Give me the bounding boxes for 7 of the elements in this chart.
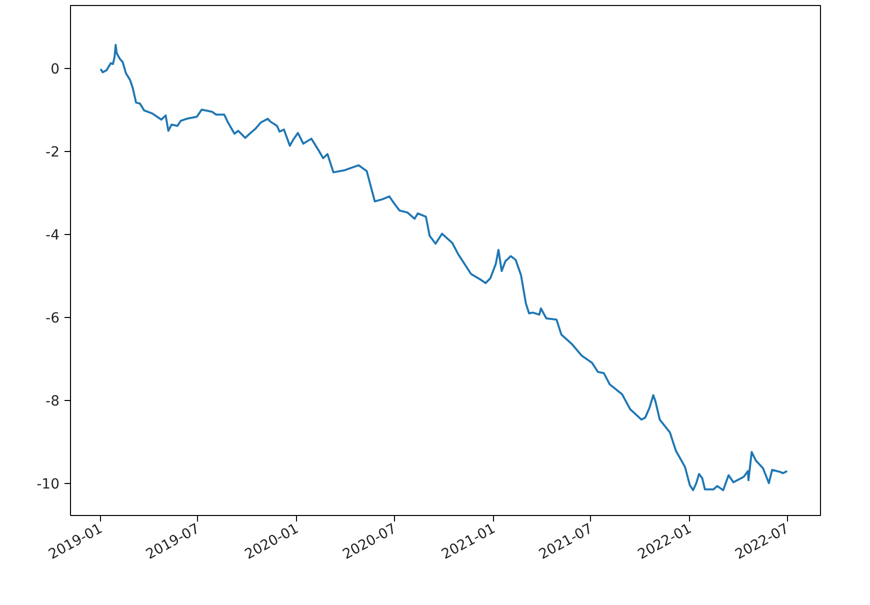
y-tick-label: -8 [46, 394, 60, 410]
y-tick-label: -2 [46, 144, 60, 161]
y-tick-label: 0 [50, 62, 60, 78]
y-tick-label: -6 [46, 310, 60, 327]
y-tick-label: -4 [46, 228, 60, 244]
y-tick-label: -10 [36, 476, 60, 493]
line-series [100, 44, 788, 492]
